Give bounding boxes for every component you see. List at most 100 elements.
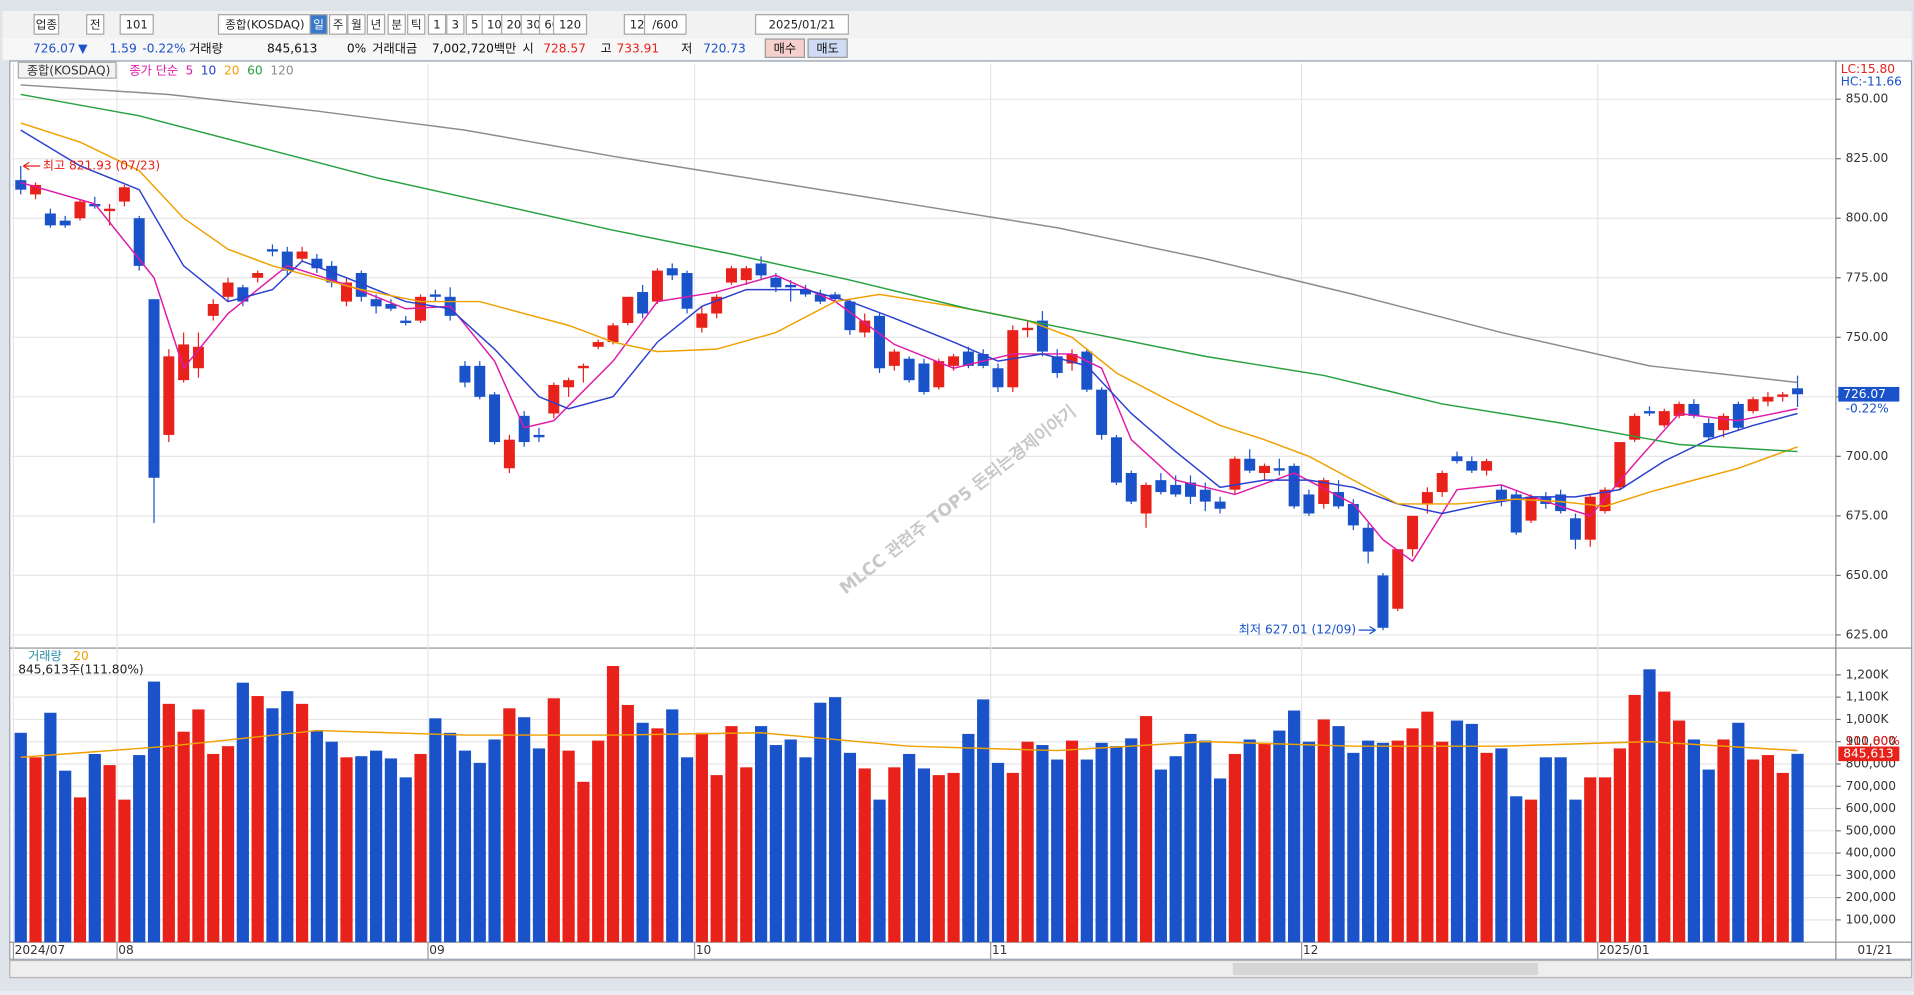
candle-body [163,356,175,435]
volume-bar [1199,740,1212,943]
y-tick-label: 700,000 [1846,779,1896,793]
volume-bar [1613,748,1626,943]
volume-bar [429,718,442,943]
volume-bar [1421,711,1434,943]
y-tick-label: 100,000 [1846,912,1896,926]
scroll-thumb[interactable] [1232,962,1539,976]
y-tick-label: 300,000 [1846,868,1896,882]
candle-body [903,358,915,381]
trade-button[interactable] [807,38,848,58]
candle-body [1762,396,1774,402]
candle-body [1688,403,1700,416]
toolbar-button[interactable] [387,14,406,35]
volume-bar [1687,739,1701,943]
volume-bar [1791,753,1804,943]
volume-bar [651,728,664,943]
annotation: 최고 821.93 (07/23) [43,159,160,173]
toolbar-label: 5 [471,18,478,32]
toolbar-label: 분 [391,18,402,32]
candle-body [237,287,249,302]
candle-body [933,361,945,388]
info-text: 고 [601,41,612,55]
candle-body [577,365,589,369]
candle-body [622,296,634,324]
toolbar-button[interactable] [119,14,154,35]
scrollbar[interactable] [9,959,1913,979]
candle-body [1643,411,1655,414]
volume-summary: 845,613주(111.80%) [18,663,143,677]
toolbar-button[interactable] [643,14,687,35]
candle-body [681,273,693,309]
moving-average-line [20,122,1798,508]
y-tick-label: 600,000 [1846,801,1896,815]
toolbar-button[interactable] [407,14,426,35]
volume-bar [355,756,368,943]
volume-bar [1273,730,1286,943]
volume-bar [1658,691,1671,943]
x-tick-label: 08 [118,943,134,957]
volume-bar [518,717,531,943]
volume-bar [769,745,782,943]
candle-body [1495,489,1507,502]
y-tick-label: 900,000 [1846,734,1896,748]
toolbar-button[interactable] [328,14,348,35]
volume-bar [784,739,797,943]
candle-body [192,346,204,369]
info-text: 저 [681,41,692,55]
toolbar-label: 120 [559,18,581,32]
toolbar-button[interactable] [427,14,447,35]
y-tick-label: 800.00 [1846,211,1889,225]
y-tick-label: 1,200K [1846,667,1890,681]
trade-button[interactable] [764,38,806,58]
volume-bar [1169,756,1182,943]
volume-bar [118,799,131,943]
volume-bar [636,722,649,943]
candle-body [651,270,663,302]
toolbar-button[interactable] [446,14,465,35]
toolbar-button[interactable] [86,14,105,35]
toolbar-button[interactable] [366,14,386,35]
y-tick-label: 1,000K [1846,712,1890,726]
legend-box [17,61,117,79]
volume-bar [1095,742,1108,943]
volume-bar [829,697,842,943]
toolbar-button[interactable] [754,14,849,35]
volume-bar [1376,742,1390,943]
candle-body [992,368,1004,388]
candle-body [1184,482,1196,497]
volume-bar [947,772,960,943]
volume-bar [59,770,72,943]
candle-body [888,351,900,366]
volume-bar [710,775,723,943]
toolbar-button[interactable] [552,14,588,35]
candle-body [1125,473,1137,502]
volume-bar [1465,723,1478,943]
volume-bar [666,709,679,943]
volume-bar [1051,759,1064,943]
candle-body [1466,461,1478,471]
volume-bar [903,753,916,943]
candle-body [977,353,989,366]
candle-body [1555,494,1567,512]
candle-body [1703,423,1715,438]
candle-body [1096,389,1108,435]
candle-body [1333,492,1345,507]
toolbar-button[interactable] [347,14,366,35]
volume-bar [577,781,590,943]
volume-bar [962,733,975,943]
volume-bar [177,731,190,943]
toolbar-label: 전 [90,18,101,32]
toolbar-button[interactable] [309,14,328,35]
volume-bar [281,691,294,943]
moving-average-line [20,93,1798,453]
x-tick-label: 12 [1303,943,1319,957]
candle-body [1303,494,1315,514]
last-price-label: 726.07 [1843,387,1886,401]
legend-entry: 120 [270,63,293,77]
volume-bar [73,797,87,943]
candle-body [1362,527,1374,552]
toolbar-button[interactable] [33,14,60,35]
volume-bar [977,699,990,943]
volume-bar [103,765,116,943]
candle-body [755,263,767,276]
